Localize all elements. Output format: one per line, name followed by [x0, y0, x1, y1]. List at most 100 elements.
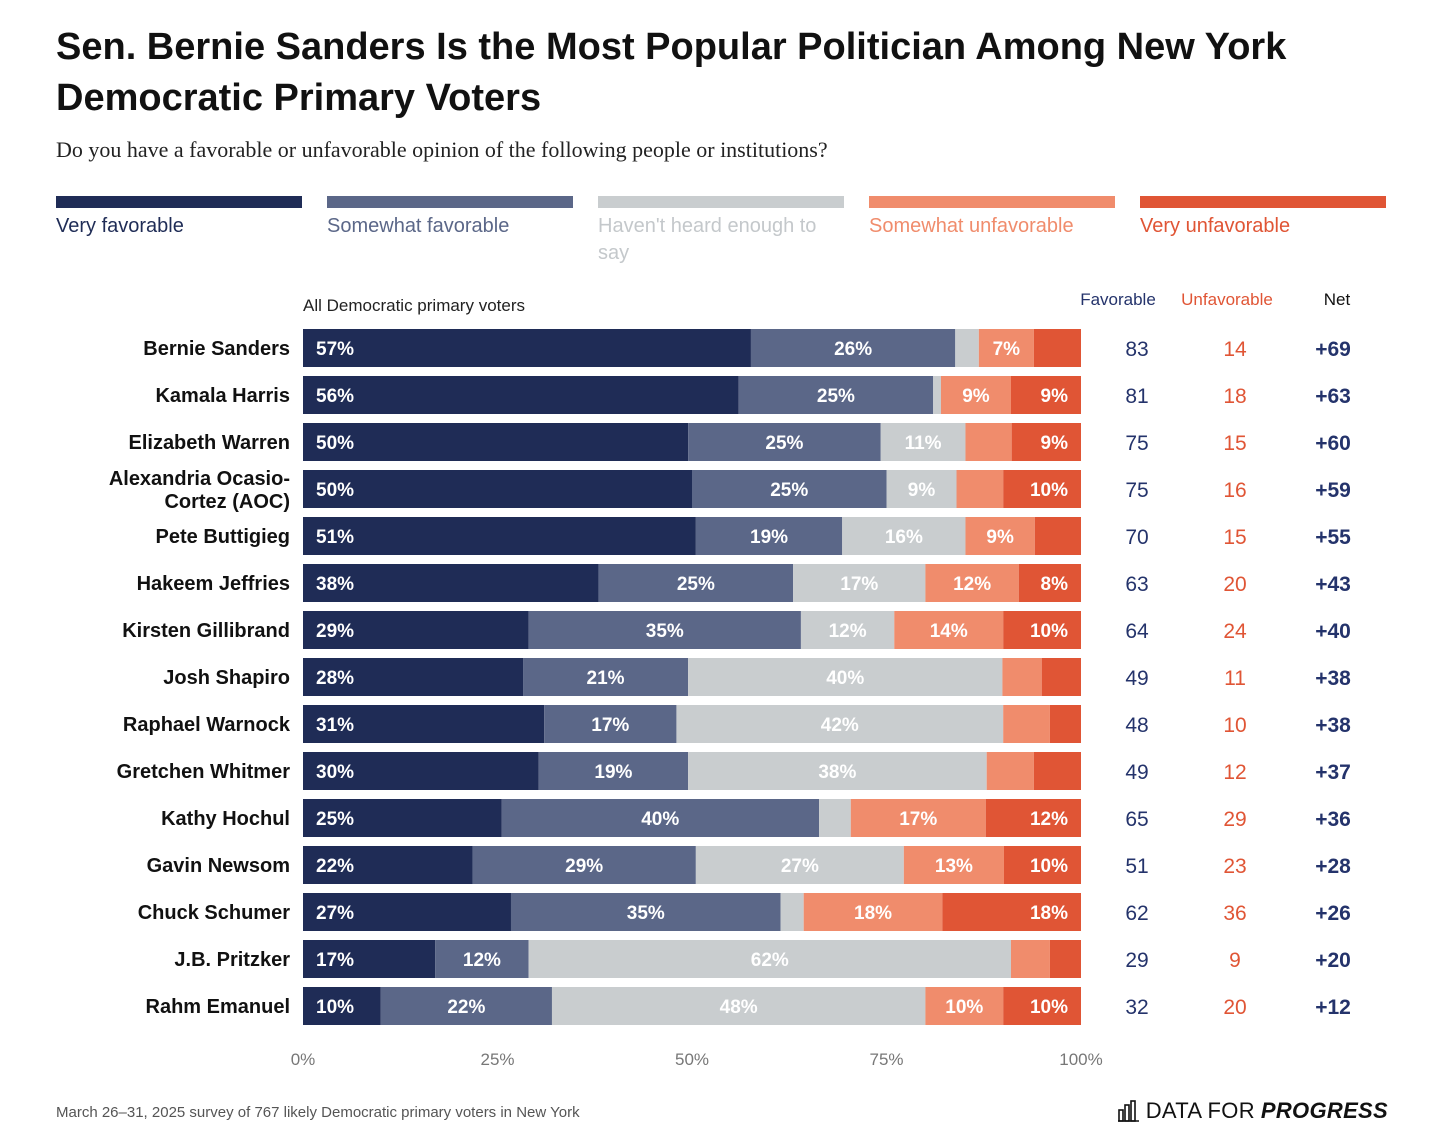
- legend-label: Somewhat unfavorable: [869, 215, 1074, 237]
- net-value: +38: [1315, 667, 1351, 690]
- bar-chart-logo-icon: [1117, 1100, 1139, 1122]
- bar-segment: [303, 987, 381, 1025]
- favorable-value: 65: [1125, 808, 1148, 831]
- net-value: +37: [1315, 761, 1351, 784]
- data-label: 17%: [591, 715, 629, 736]
- data-label: 25%: [316, 809, 354, 830]
- category-label: Raphael Warnock: [123, 714, 291, 736]
- bar-segment: [303, 564, 599, 602]
- data-label: 8%: [1041, 574, 1069, 595]
- chart-subtitle: Do you have a favorable or unfavorable o…: [56, 137, 828, 162]
- favorable-value: 48: [1125, 714, 1148, 737]
- bar-segment: [1003, 611, 1081, 649]
- bar-segment: [303, 799, 502, 837]
- data-label: 27%: [781, 856, 819, 877]
- unfavorable-value: 18: [1223, 385, 1246, 408]
- bar-segment: [676, 705, 1004, 743]
- data-label: 7%: [993, 339, 1021, 360]
- bar-segment: [303, 376, 739, 414]
- bar-segment: [303, 517, 696, 555]
- bar-segment: [940, 376, 1011, 414]
- bar-segment: [435, 940, 529, 978]
- net-value: +60: [1315, 432, 1351, 455]
- favorable-value: 70: [1125, 526, 1148, 549]
- bar-segment: [965, 423, 1012, 461]
- data-label: 48%: [720, 997, 758, 1018]
- bar-segment: [955, 329, 979, 367]
- data-label: 25%: [677, 574, 715, 595]
- net-value: +38: [1315, 714, 1351, 737]
- data-label: 10%: [945, 997, 983, 1018]
- data-for-progress-logo: DATA FOR PROGRESS: [1117, 1098, 1388, 1124]
- category-label: Elizabeth Warren: [128, 432, 290, 454]
- data-label: 22%: [316, 856, 354, 877]
- data-label: 30%: [316, 762, 354, 783]
- bar-segment: [688, 423, 881, 461]
- data-label: 28%: [316, 668, 354, 689]
- data-label: 21%: [587, 668, 625, 689]
- bar-segment: [1033, 752, 1081, 790]
- favorable-value: 83: [1125, 338, 1148, 361]
- bar-segment: [1003, 470, 1081, 508]
- data-label: 38%: [818, 762, 856, 783]
- category-label: Josh Shapiro: [163, 667, 290, 689]
- unfavorable-value: 36: [1223, 902, 1246, 925]
- net-value: +63: [1315, 385, 1351, 408]
- favorable-value: 29: [1125, 949, 1148, 972]
- group-label: All Democratic primary voters: [303, 296, 525, 315]
- data-label: 57%: [316, 339, 354, 360]
- legend-item: Very favorable: [56, 196, 302, 240]
- category-label: Hakeem Jeffries: [137, 573, 290, 595]
- favorable-value: 32: [1125, 996, 1148, 1019]
- net-value: +26: [1315, 902, 1351, 925]
- bar-segment: [894, 611, 1004, 649]
- data-label: 16%: [885, 527, 923, 548]
- bar-segment: [303, 893, 511, 931]
- data-label: 27%: [316, 903, 354, 924]
- unfavorable-value: 20: [1223, 573, 1246, 596]
- net-value: +12: [1315, 996, 1351, 1019]
- net-value: +55: [1315, 526, 1351, 549]
- net-value: +20: [1315, 949, 1351, 972]
- data-label: 42%: [821, 715, 859, 736]
- bar-segment: [842, 517, 966, 555]
- data-label: 51%: [316, 527, 354, 548]
- bar-segment: [380, 987, 552, 1025]
- bar-segment: [880, 423, 966, 461]
- legend-item: Somewhat favorable: [327, 196, 573, 240]
- data-label: 38%: [316, 574, 354, 595]
- bar-segment: [965, 517, 1035, 555]
- legend-swatch: [56, 196, 302, 208]
- favorable-value: 81: [1125, 385, 1148, 408]
- data-label: 22%: [447, 997, 485, 1018]
- unfavorable-value: 15: [1223, 432, 1246, 455]
- bar-segment: [695, 846, 904, 884]
- legend-item: Haven't heard enough to say: [598, 196, 844, 267]
- net-value: +36: [1315, 808, 1351, 831]
- data-label: 10%: [1030, 856, 1068, 877]
- bar-segment: [886, 470, 957, 508]
- data-label: 12%: [463, 950, 501, 971]
- unfavorable-value: 24: [1223, 620, 1247, 643]
- data-label: 31%: [316, 715, 354, 736]
- data-label: 14%: [930, 621, 968, 642]
- net-value: +69: [1315, 338, 1351, 361]
- x-tick-label: 0%: [291, 1050, 316, 1069]
- x-tick-label: 100%: [1059, 1050, 1102, 1069]
- bar-segment: [501, 799, 820, 837]
- favorable-value: 62: [1125, 902, 1148, 925]
- bar-segment: [800, 611, 895, 649]
- category-label: Gretchen Whitmer: [117, 761, 291, 783]
- bar-segment: [538, 752, 689, 790]
- bar-segment: [688, 752, 987, 790]
- bar-segment: [551, 987, 926, 1025]
- legend-label: Somewhat favorable: [327, 215, 510, 237]
- bar-segment: [1003, 987, 1081, 1025]
- bar-segment: [986, 752, 1034, 790]
- category-label: Cortez (AOC): [164, 491, 290, 513]
- bar-segment: [1033, 329, 1081, 367]
- data-label: 35%: [627, 903, 665, 924]
- bar-segment: [523, 658, 689, 696]
- data-label: 29%: [316, 621, 354, 642]
